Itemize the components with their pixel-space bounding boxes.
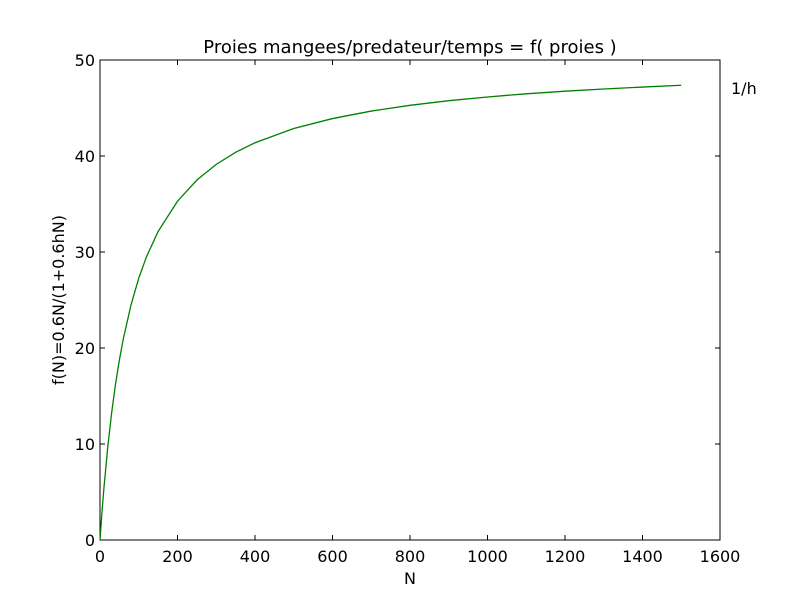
y-tick-label-5: 50	[75, 51, 95, 70]
x-tick-label-4: 800	[395, 547, 426, 566]
plot-frame	[99, 59, 721, 541]
tick-labels: 0 200 400 600 800 1000 1200 1400 1600 0 10 20 30 40 50	[75, 51, 741, 566]
x-tick-label-2: 400	[240, 547, 271, 566]
y-tick-label-1: 10	[75, 435, 95, 454]
y-tick-label-4: 40	[75, 147, 95, 166]
x-tick-label-6: 1200	[545, 547, 586, 566]
series-line	[99, 84, 682, 541]
y-tick-label-0: 0	[85, 531, 95, 550]
x-tick-label-8: 1600	[700, 547, 741, 566]
chart-title: Proies mangees/predateur/temps = f( proi…	[203, 37, 616, 58]
x-tick-label-5: 1000	[467, 547, 508, 566]
x-axis-label: N	[404, 569, 416, 588]
x-tick-label-1: 200	[162, 547, 193, 566]
x-tick-label-7: 1400	[622, 547, 663, 566]
y-tick-label-2: 20	[75, 339, 95, 358]
ticks	[99, 59, 721, 541]
x-tick-label-3: 600	[317, 547, 348, 566]
asymptote-annotation: 1/h	[731, 79, 757, 98]
y-tick-label-3: 30	[75, 243, 95, 262]
y-axis-label: f(N)=0.6N/(1+0.6hN)	[49, 215, 68, 385]
x-tick-label-0: 0	[95, 547, 105, 566]
